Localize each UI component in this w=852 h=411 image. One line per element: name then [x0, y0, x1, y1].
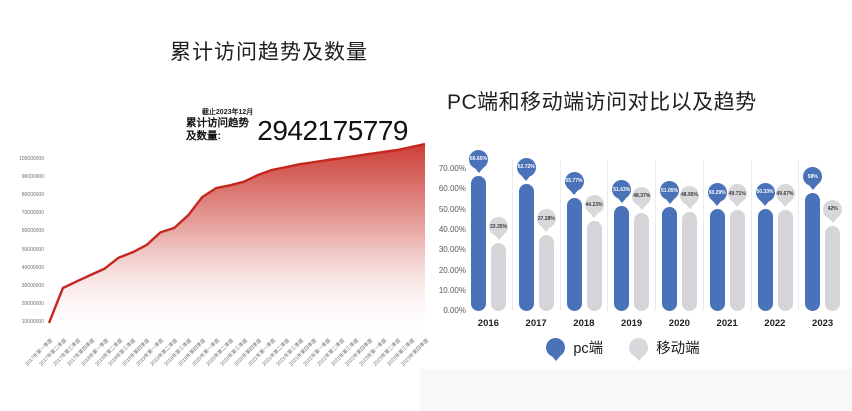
right-x-axis-label: 2017 [525, 318, 547, 329]
left-y-axis-label: 60000000 [21, 228, 44, 235]
pc-value-balloon: 50.29% [707, 183, 727, 206]
mobile-bar [729, 210, 745, 311]
mobile-bar [586, 221, 602, 311]
mobile-bar [634, 212, 650, 311]
pc-legend-label: pc端 [573, 341, 604, 357]
year-group-2020: 51.05% 48.95% 2020 [656, 160, 704, 329]
left-y-axis-label: 80000000 [21, 192, 44, 199]
mobile-value-balloon: 33.35% [489, 217, 508, 241]
right-x-axis-label: 2023 [812, 318, 834, 329]
pc-bar [471, 175, 486, 311]
legend: pc端 移动端 [410, 337, 836, 361]
right-y-axis-label: 70.00% [438, 164, 466, 173]
annotation-labels: 截止2023年12月 累计访问趋势及数量: [186, 108, 253, 142]
year-group-2021: 50.29% 49.71% 2021 [704, 160, 752, 329]
legend-item-mobile: 移动端 [629, 337, 700, 361]
left-y-axis-label: 70000000 [21, 210, 44, 217]
annotation-date-note: 截止2023年12月 [201, 109, 254, 116]
right-y-axis-label: 60.00% [438, 184, 466, 194]
mobile-value-balloon: 49.71% [727, 184, 747, 208]
year-group-2018: 55.77% 44.23% 2018 [561, 160, 609, 329]
pc-bar [805, 193, 821, 311]
year-group-2019: 51.63% 48.37% 2019 [608, 160, 656, 329]
pc-bar [566, 197, 582, 311]
mobile-value-balloon: 48.95% [680, 185, 699, 209]
pc-legend-icon [546, 338, 566, 361]
right-x-axis-label: 2020 [668, 318, 690, 329]
legend-item-pc: pc端 [546, 337, 604, 361]
pc-bar [662, 207, 677, 311]
pc-value-balloon: 66.65% [469, 149, 488, 173]
right-y-axis-label: 40.00% [438, 224, 466, 234]
left-chart-title: 累计访问趋势及数量 [170, 41, 368, 64]
mobile-value-balloon: 49.67% [775, 184, 795, 208]
year-group-2017: 62.72% 37.28% 2017 [513, 157, 561, 329]
right-x-axis-label: 2022 [764, 318, 786, 329]
mobile-bar [682, 211, 697, 311]
mobile-bar [538, 235, 554, 311]
pc-bar [709, 209, 725, 311]
pc-value-balloon: 62.72% [516, 157, 536, 181]
right-y-axis-label: 20.00% [438, 265, 466, 275]
pc-bar [757, 208, 773, 311]
pc-bar [518, 183, 534, 311]
right-y-axis-label: 50.00% [438, 204, 466, 214]
left-y-axis-label: 30000000 [21, 282, 44, 289]
pc-bar [614, 206, 630, 311]
left-y-axis-label: 50000000 [21, 246, 44, 253]
area-fill [49, 144, 425, 339]
right-chart-title: PC端和移动端访问对比以及趋势 [447, 91, 757, 114]
right-y-axis-label: 10.00% [438, 285, 466, 295]
cumulative-total-annotation: 截止2023年12月 累计访问趋势及数量: 2942175779 [186, 108, 408, 145]
right-x-axis-label: 2018 [573, 318, 595, 329]
pc-value-balloon: 51.05% [660, 181, 679, 205]
year-group-2022: 50.33% 49.67% 2022 [752, 160, 800, 329]
mobile-bar [825, 225, 841, 311]
trend-line [47, 142, 426, 324]
right-x-axis-label: 2021 [716, 318, 738, 329]
left-y-axis-label: 100000000 [18, 156, 44, 162]
left-y-axis-label: 20000000 [21, 300, 44, 307]
pc-value-balloon: 51.63% [612, 180, 632, 204]
pc-value-balloon: 55.77% [564, 171, 584, 195]
mobile-bar [491, 243, 506, 311]
year-group-2023: 58% 42% 2023 [799, 160, 846, 329]
pc-value-balloon: 58% [803, 167, 823, 191]
mobile-value-balloon: 48.37% [632, 186, 652, 210]
right-x-axis-label: 2019 [621, 318, 643, 329]
right-y-axis-label: 30.00% [438, 245, 466, 255]
right-x-axis-label: 2016 [477, 318, 499, 329]
mobile-bar [777, 210, 793, 311]
mobile-legend-icon [629, 338, 649, 361]
mobile-legend-label: 移动端 [656, 341, 700, 357]
left-y-axis-label: 40000000 [21, 264, 44, 271]
mobile-value-balloon: 44.23% [584, 195, 604, 219]
mobile-value-balloon: 37.28% [536, 209, 556, 233]
pc-mobile-bar-groups: 66.65% 33.35% 2016 62.72% 37.28% 2017 55.77% 44… [465, 149, 846, 329]
year-group-2016: 66.65% 33.35% 2016 [465, 149, 513, 329]
cumulative-area-chart [47, 142, 426, 339]
left-y-axis-label: 10000000 [21, 318, 44, 325]
right-y-axis-label: 0.00% [443, 306, 466, 316]
pc-value-balloon: 50.33% [755, 182, 775, 206]
cumulative-total-value: 2942175779 [257, 115, 408, 147]
footer-band [420, 369, 852, 411]
left-y-axis-label: 90000000 [21, 174, 44, 181]
mobile-value-balloon: 42% [823, 199, 843, 223]
annotation-label: 累计访问趋势及数量: [186, 117, 249, 142]
